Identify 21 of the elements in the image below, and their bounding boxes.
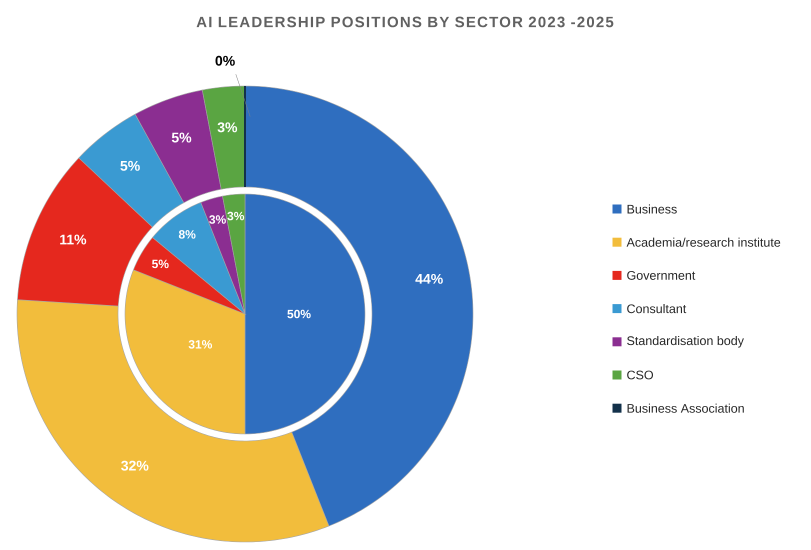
legend-label: Standardisation body xyxy=(627,336,744,348)
chart-title: AI LEADERSHIP POSITIONS BY SECTOR 2023 -2025 xyxy=(196,16,614,28)
legend-label: Consultant xyxy=(627,304,686,314)
data-label: 32% xyxy=(121,460,148,471)
data-label: 11% xyxy=(60,234,86,244)
data-label: 5% xyxy=(152,260,169,268)
data-label: 31% xyxy=(188,340,212,349)
legend-label: CSO xyxy=(627,370,654,380)
data-label: 3% xyxy=(227,212,244,220)
data-label: 5% xyxy=(120,160,140,171)
legend-label: Business Association xyxy=(628,404,744,413)
data-label: 50% xyxy=(287,310,311,318)
text: 0% xyxy=(216,56,235,66)
legend-label: Business xyxy=(628,204,677,214)
legend-label: Government xyxy=(627,270,696,280)
data-label: 8% xyxy=(178,230,196,239)
data-label: 3% xyxy=(218,122,238,132)
data-label: 5% xyxy=(172,132,192,143)
legend-label: Academia/research institute xyxy=(626,238,780,247)
data-label: 44% xyxy=(415,274,443,284)
data-label: 3% xyxy=(209,215,226,224)
